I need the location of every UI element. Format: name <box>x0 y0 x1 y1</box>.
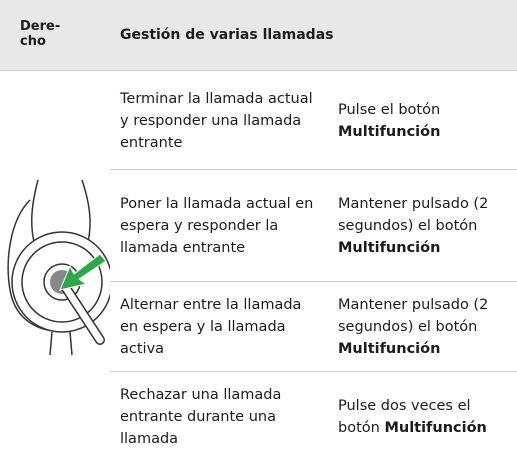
instruction-bold: Multifunción <box>338 240 441 256</box>
instruction-bold: Multifunción <box>338 341 441 357</box>
instruction-plain: Mantener pulsado (2 segundos) el botón <box>338 196 489 234</box>
instruction-text: Pulse el botón Multifunción <box>338 99 514 143</box>
instruction-bold: Multifunción <box>384 419 487 436</box>
table-header: Dere- cho Gestión de varias llamadas <box>0 0 517 71</box>
side-header: Dere- cho <box>20 19 61 49</box>
table-row: Terminar la llamada actual y responder u… <box>110 71 517 170</box>
table-row: Rechazar una llamada entrante durante un… <box>110 372 517 460</box>
action-text: Alternar entre la llamada en espera y la… <box>120 297 302 357</box>
instruction-text: Mantener pulsado (2 segundos) el botón M… <box>338 193 514 259</box>
instruction-text: Mantener pulsado (2 segundos) el botón M… <box>338 294 514 360</box>
instruction-plain: Mantener pulsado (2 segundos) el botón <box>338 297 489 335</box>
instruction-plain: Pulse dos veces el botón <box>338 397 471 436</box>
instruction-plain: Pulse el botón <box>338 101 441 118</box>
action-text: Rechazar una llamada entrante durante un… <box>120 386 282 447</box>
action-text: Terminar la llamada actual y responder u… <box>120 90 313 151</box>
instruction-bold: Multifunción <box>338 123 441 140</box>
table-row: Poner la llamada actual en espera y resp… <box>110 170 517 282</box>
table-row: Alternar entre la llamada en espera y la… <box>110 282 517 372</box>
table-title: Gestión de varias llamadas <box>120 27 334 43</box>
instruction-text: Pulse dos veces el botón Multifunción <box>338 395 514 439</box>
headset-illustration <box>7 179 110 356</box>
action-text: Poner la llamada actual en espera y resp… <box>120 196 314 256</box>
